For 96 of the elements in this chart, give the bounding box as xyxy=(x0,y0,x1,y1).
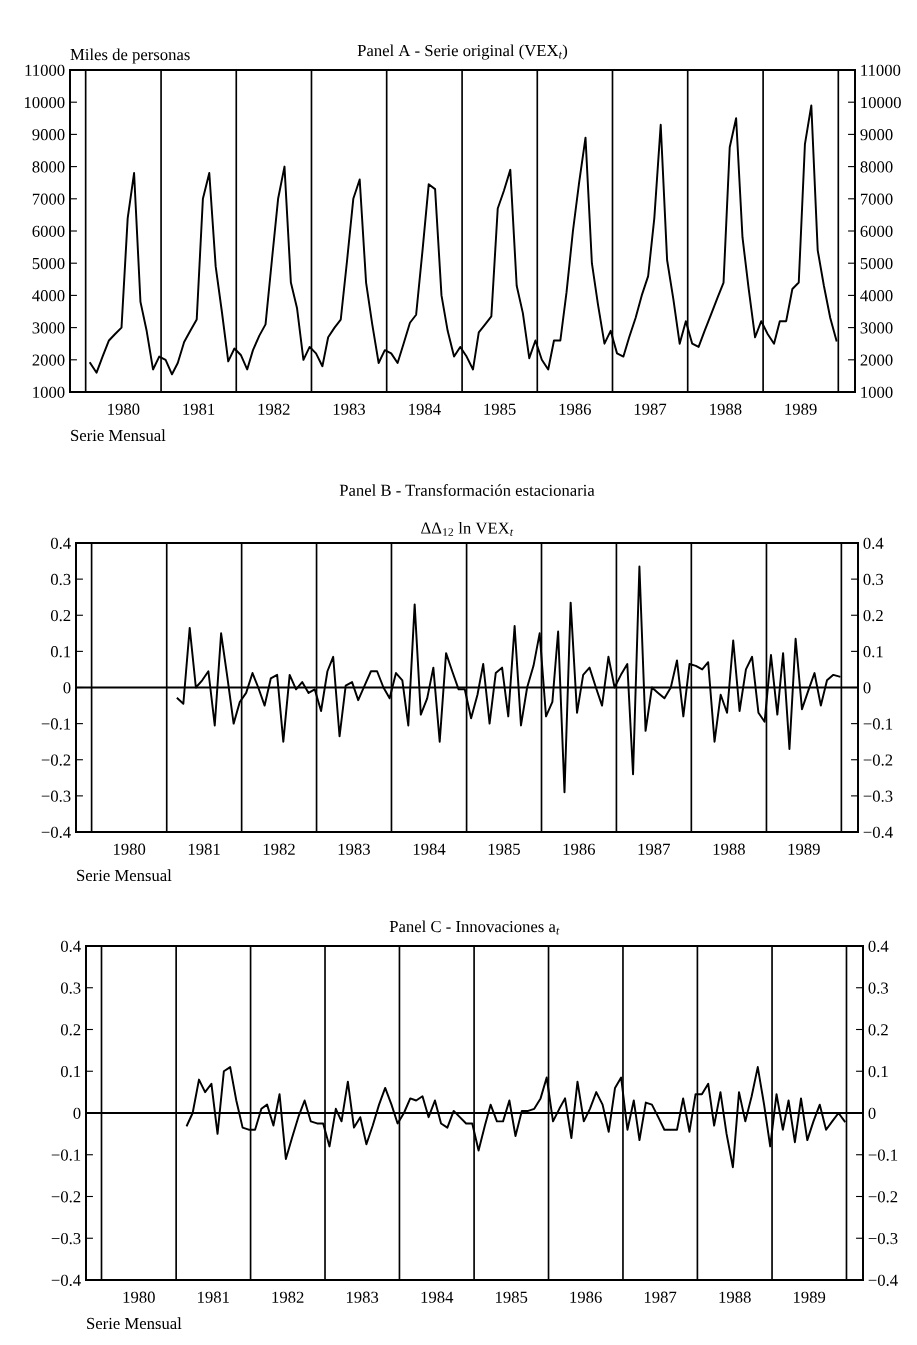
x-tick-label: 1986 xyxy=(570,1291,602,1303)
x-tick-label: 1988 xyxy=(713,843,745,855)
y2-tick-label: 0 xyxy=(868,1107,876,1119)
y2-tick-label: 0 xyxy=(863,682,871,694)
x-axis-title: Serie Mensual xyxy=(71,429,166,442)
x-tick-label: 1981 xyxy=(188,843,220,855)
y2-tick-label: 7000 xyxy=(860,193,893,205)
y-tick-label: 0.2 xyxy=(60,1024,81,1036)
x-tick-label: 1989 xyxy=(788,843,820,855)
chart-title: Panel A - Serie original (VEX$_{t}$) xyxy=(357,44,568,60)
y2-tick-label: −0.1 xyxy=(868,1149,898,1161)
x-tick-label: 1982 xyxy=(272,1291,304,1303)
y2-tick-label: −0.3 xyxy=(868,1232,898,1245)
y-tick-label: −0.3 xyxy=(41,790,71,802)
y2-tick-label: 8000 xyxy=(860,161,893,173)
y-tick-label: −0.1 xyxy=(51,1149,81,1161)
y-tick-label: 3000 xyxy=(32,322,65,334)
y2-tick-label: 0.4 xyxy=(863,537,884,550)
y2-tick-label: 4000 xyxy=(860,290,893,302)
x-tick-label: 1984 xyxy=(413,843,446,855)
y-tick-label: 6000 xyxy=(32,225,65,237)
x-tick-label: 1984 xyxy=(421,1291,454,1303)
y2-tick-label: 9000 xyxy=(860,129,893,141)
y2-tick-label: −0.1 xyxy=(863,718,893,730)
x-tick-label: 1980 xyxy=(113,843,146,855)
y-tick-label: 0.4 xyxy=(60,940,81,953)
x-tick-label: 1982 xyxy=(263,843,295,855)
x-tick-label: 1988 xyxy=(719,1291,751,1303)
y-tick-label: 10000 xyxy=(24,96,65,109)
x-tick-label: 1983 xyxy=(346,1291,379,1303)
y-tick-label: 5000 xyxy=(32,257,65,270)
y-tick-label: 11000 xyxy=(25,64,65,76)
x-tick-label: 1985 xyxy=(484,403,516,415)
y2-tick-label: 6000 xyxy=(860,225,893,237)
y2-tick-label: −0.3 xyxy=(863,790,893,802)
y-tick-label: 0 xyxy=(73,1107,81,1119)
y-tick-label: 0.3 xyxy=(60,982,81,994)
x-tick-label: 1983 xyxy=(338,843,370,855)
y-tick-label: 0.3 xyxy=(50,573,71,586)
y2-tick-label: 11000 xyxy=(861,64,901,76)
y-tick-label: −0.3 xyxy=(51,1232,81,1245)
y-tick-label: −0.4 xyxy=(41,826,71,839)
y2-tick-label: 0.3 xyxy=(868,982,889,994)
y2-tick-label: 1000 xyxy=(861,386,893,398)
x-tick-label: 1987 xyxy=(634,403,667,415)
x-tick-label: 1986 xyxy=(559,403,591,415)
y-tick-label: 0 xyxy=(63,682,71,694)
y2-tick-label: 0.2 xyxy=(863,609,883,622)
x-tick-label: 1980 xyxy=(123,1291,155,1303)
x-tick-label: 1988 xyxy=(710,403,742,415)
x-tick-label: 1983 xyxy=(333,403,365,415)
chart-title: Panel C - Innovaciones a$_{t}$ xyxy=(389,920,560,935)
y-tick-label: 7000 xyxy=(32,193,65,205)
y-tick-label: −0.1 xyxy=(41,718,71,730)
x-tick-label: 1989 xyxy=(785,403,817,415)
y-tick-label: 2000 xyxy=(32,354,65,366)
y2-tick-label: −0.2 xyxy=(868,1191,898,1203)
y-tick-label: 9000 xyxy=(32,129,65,141)
y2-tick-label: 10000 xyxy=(861,96,901,109)
y-tick-label: 0.4 xyxy=(50,537,71,550)
y2-tick-label: 0.3 xyxy=(863,573,884,586)
x-tick-label: 1989 xyxy=(793,1291,826,1303)
y2-tick-label: −0.2 xyxy=(863,754,893,766)
x-tick-label: 1987 xyxy=(644,1291,677,1303)
x-tick-label: 1987 xyxy=(638,843,670,855)
y-tick-label: 0.2 xyxy=(50,609,71,622)
y-axis-title: Miles de personas xyxy=(70,48,190,64)
x-tick-label: 1980 xyxy=(108,403,140,415)
x-tick-label: 1985 xyxy=(496,1291,528,1303)
y2-tick-label: 0.2 xyxy=(868,1024,888,1036)
x-axis-title: Serie Mensual xyxy=(87,1317,182,1330)
y2-tick-label: 5000 xyxy=(860,257,893,270)
y-tick-label: −0.2 xyxy=(41,754,71,766)
y2-tick-label: 0.1 xyxy=(863,646,883,658)
chart-title: Panel B - Transformación estacionaria xyxy=(339,484,595,496)
y-tick-label: 4000 xyxy=(32,290,65,302)
y2-tick-label: −0.4 xyxy=(868,1274,898,1287)
x-tick-label: 1982 xyxy=(258,403,290,415)
x-tick-label: 1981 xyxy=(183,403,215,415)
x-tick-label: 1985 xyxy=(488,843,520,855)
y2-tick-label: −0.4 xyxy=(863,826,893,839)
y2-tick-label: 3000 xyxy=(860,322,893,334)
x-axis-title: Serie Mensual xyxy=(77,869,172,882)
y-tick-label: 0.1 xyxy=(50,646,71,658)
y-tick-label: 1000 xyxy=(33,386,65,398)
x-tick-label: 1986 xyxy=(563,843,596,855)
y2-tick-label: 2000 xyxy=(860,354,893,366)
x-tick-label: 1984 xyxy=(409,403,441,415)
y-tick-label: 8000 xyxy=(32,161,65,173)
x-tick-label: 1981 xyxy=(198,1291,229,1303)
y2-tick-label: 0.4 xyxy=(868,940,889,953)
chart-subtitle: ΔΔ$_{12}$ ln VEX$_{t}$ xyxy=(421,522,514,536)
y-tick-label: −0.2 xyxy=(51,1191,81,1203)
y2-tick-label: 0.1 xyxy=(868,1065,888,1078)
y-tick-label: −0.4 xyxy=(51,1274,81,1287)
y-tick-label: 0.1 xyxy=(60,1065,81,1078)
